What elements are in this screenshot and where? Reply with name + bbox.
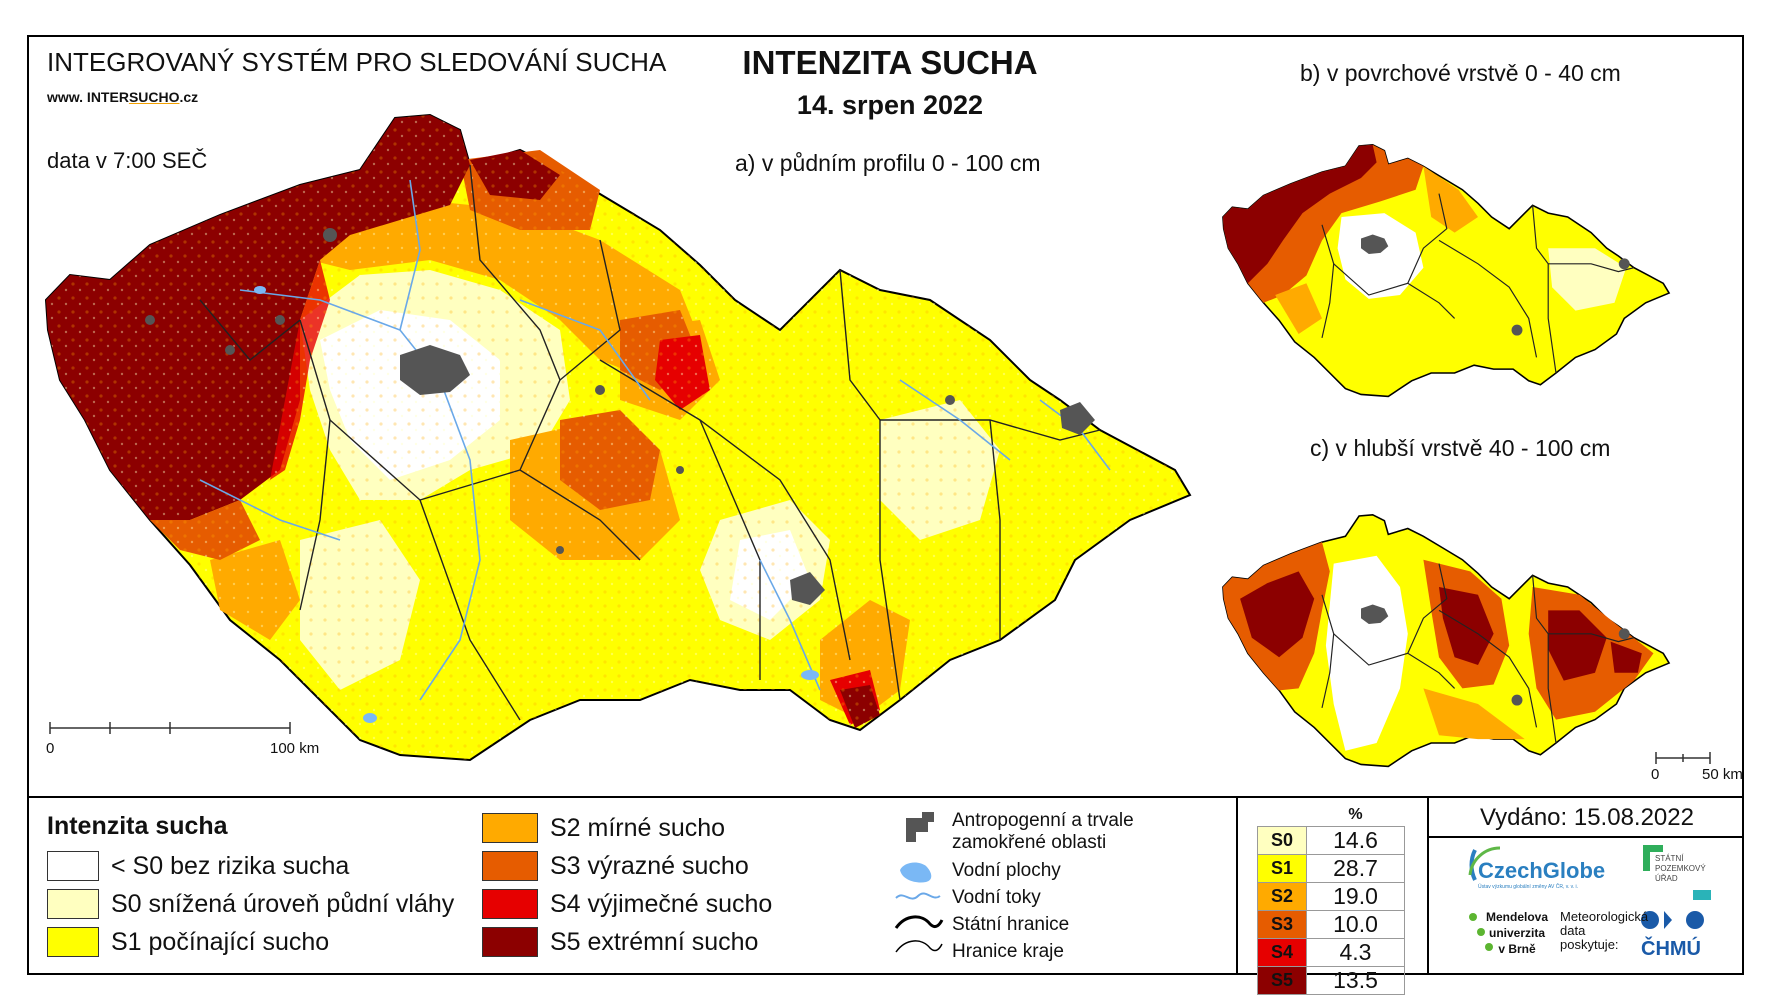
meteo-provider-text: Meteorologická data poskytuje:	[1560, 909, 1649, 952]
stats-header-percent: %	[1348, 805, 1363, 823]
main-map-label: a) v půdním profilu 0 - 100 cm	[735, 150, 1041, 176]
drought-stats-table: % S0 14.6 S1 28.7 S2 19.0 S3 10.0 S4 4.3…	[1257, 803, 1405, 995]
legend-symbol-rivers: Vodní toky	[952, 887, 1041, 908]
website-url[interactable]: www. INTERSUCHO.cz	[47, 89, 199, 105]
state-border-icon	[894, 915, 944, 929]
stats-header-row: %	[1258, 803, 1405, 827]
main-scale-bar	[49, 722, 291, 734]
legend-item-s1: S1 počínající sucho	[47, 927, 329, 957]
urban-area-icon	[906, 812, 934, 842]
chmu-logo-icon	[1641, 911, 1704, 929]
small-scale-bar	[1655, 752, 1711, 764]
main-water-bodies	[254, 286, 819, 723]
map-date: 14. srpen 2022	[796, 90, 984, 120]
spu-logo-icon	[1643, 845, 1711, 900]
czechglobe-logo-icon	[1468, 846, 1501, 881]
issued-date: Vydáno: 15.08.2022	[1480, 804, 1694, 831]
bottom-map-label: c) v hlubší vrstvě 40 - 100 cm	[1310, 435, 1611, 461]
main-scale-start: 0	[46, 740, 55, 757]
chmu-name: ČHMÚ	[1641, 938, 1701, 960]
river-icon	[895, 892, 941, 900]
main-scale-end: 100 km	[270, 740, 320, 757]
legend-symbol-region-border: Hranice kraje	[952, 941, 1064, 962]
legend-swatch-no-risk	[47, 851, 99, 881]
data-time: data v 7:00 SEČ	[47, 148, 208, 173]
legend-item-s5: S5 extrémní sucho	[482, 927, 758, 957]
mendelu-logo-icon	[1469, 913, 1493, 951]
layout-separators	[27, 796, 1744, 974]
legend-swatch-s4	[482, 889, 538, 919]
legend-swatch-s2	[482, 813, 538, 843]
stats-row-s1: S1 28.7	[1257, 854, 1405, 883]
legend-swatch-s5	[482, 927, 538, 957]
water-body-icon	[900, 862, 932, 883]
legend-swatch-s0	[47, 889, 99, 919]
system-name: INTEGROVANÝ SYSTÉM PRO SLEDOVÁNÍ SUCHA	[47, 47, 667, 77]
stats-row-s0: S0 14.6	[1257, 826, 1405, 855]
small-scale-start: 0	[1651, 766, 1660, 783]
legend-title: Intenzita sucha	[47, 812, 228, 840]
legend-symbol-water: Vodní plochy	[952, 860, 1061, 881]
region-border-icon	[895, 940, 943, 953]
stats-row-s4: S4 4.3	[1257, 938, 1405, 967]
main-urban-areas	[145, 228, 1095, 605]
spu-name: STÁTNÍ POZEMKOVÝ ÚŘAD	[1655, 854, 1706, 883]
bottom-drought-map	[1222, 514, 1671, 768]
legend-item-s3: S3 výrazné sucho	[482, 851, 749, 881]
legend-item-s2: S2 mírné sucho	[482, 813, 725, 843]
stats-row-s5: S5 13.5	[1257, 966, 1405, 995]
top-drought-map	[1222, 144, 1671, 398]
legend-symbol-state-border: Státní hranice	[952, 914, 1070, 935]
main-drought-map	[44, 113, 1192, 762]
czechglobe-subtitle: Ústav výzkumu globální změny AV ČR, v. v…	[1478, 884, 1579, 890]
legend-swatch-s3	[482, 851, 538, 881]
legend-symbol-urban: Antropogenní a trvale zamokřené oblasti	[952, 810, 1134, 853]
page-title: INTENZITA SUCHA	[742, 44, 1038, 81]
main-rivers	[199, 179, 1111, 701]
legend-swatch-s1	[47, 927, 99, 957]
main-region-borders	[199, 164, 1101, 721]
top-map-label: b) v povrchové vrstvě 0 - 40 cm	[1300, 60, 1621, 86]
legend-item-s4: S4 výjimečné sucho	[482, 889, 772, 919]
czechglobe-name: CzechGlobe	[1478, 858, 1606, 883]
legend-item-no-risk: < S0 bez rizika sucha	[47, 851, 349, 881]
stats-row-s3: S3 10.0	[1257, 910, 1405, 939]
small-scale-end: 50 km	[1702, 766, 1743, 783]
legend-item-s0: S0 snížená úroveň půdní vláhy	[47, 889, 454, 919]
mendelu-name: Mendelova univerzita v Brně	[1485, 910, 1548, 956]
stats-row-s2: S2 19.0	[1257, 882, 1405, 911]
